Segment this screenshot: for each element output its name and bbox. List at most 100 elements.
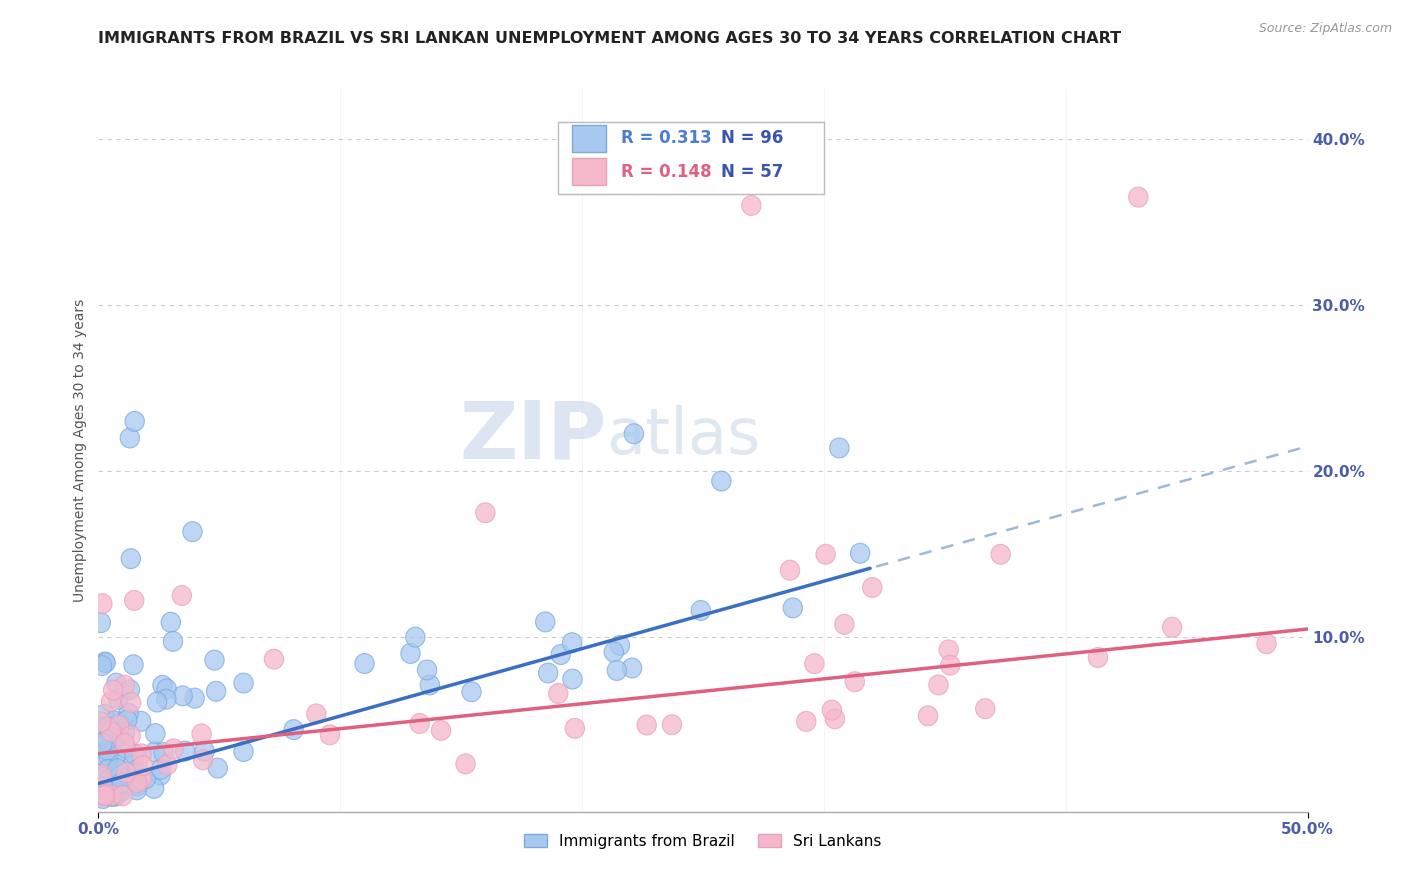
Ellipse shape bbox=[132, 769, 152, 789]
Ellipse shape bbox=[205, 650, 224, 670]
Ellipse shape bbox=[307, 704, 326, 724]
Legend: Immigrants from Brazil, Sri Lankans: Immigrants from Brazil, Sri Lankans bbox=[519, 828, 887, 855]
Ellipse shape bbox=[100, 770, 120, 789]
Ellipse shape bbox=[863, 577, 882, 598]
Ellipse shape bbox=[815, 544, 835, 565]
Ellipse shape bbox=[991, 544, 1011, 565]
Ellipse shape bbox=[111, 712, 129, 732]
Ellipse shape bbox=[104, 681, 122, 700]
Ellipse shape bbox=[321, 725, 340, 745]
Ellipse shape bbox=[157, 679, 176, 699]
Ellipse shape bbox=[456, 754, 475, 774]
Ellipse shape bbox=[128, 759, 148, 779]
Ellipse shape bbox=[918, 706, 938, 726]
Ellipse shape bbox=[121, 549, 141, 568]
Ellipse shape bbox=[96, 652, 115, 672]
Ellipse shape bbox=[115, 733, 135, 754]
Ellipse shape bbox=[783, 598, 803, 618]
Ellipse shape bbox=[105, 747, 125, 766]
Ellipse shape bbox=[91, 613, 111, 632]
Ellipse shape bbox=[101, 722, 121, 742]
Ellipse shape bbox=[610, 635, 630, 656]
Ellipse shape bbox=[145, 742, 165, 762]
Ellipse shape bbox=[797, 712, 815, 731]
Ellipse shape bbox=[110, 726, 129, 746]
Ellipse shape bbox=[127, 780, 146, 800]
Ellipse shape bbox=[93, 656, 111, 675]
Ellipse shape bbox=[112, 781, 131, 801]
Ellipse shape bbox=[128, 776, 146, 796]
Ellipse shape bbox=[418, 660, 437, 680]
Ellipse shape bbox=[711, 471, 731, 491]
Ellipse shape bbox=[851, 543, 870, 563]
Ellipse shape bbox=[156, 690, 176, 709]
Ellipse shape bbox=[823, 700, 842, 720]
Ellipse shape bbox=[97, 750, 117, 770]
Ellipse shape bbox=[825, 709, 845, 729]
Ellipse shape bbox=[93, 594, 112, 614]
Ellipse shape bbox=[115, 723, 135, 742]
Ellipse shape bbox=[207, 681, 226, 701]
Ellipse shape bbox=[536, 612, 555, 632]
Ellipse shape bbox=[91, 712, 111, 731]
Ellipse shape bbox=[1088, 648, 1108, 667]
Ellipse shape bbox=[93, 765, 111, 785]
FancyBboxPatch shape bbox=[558, 121, 824, 194]
Ellipse shape bbox=[105, 711, 124, 731]
Ellipse shape bbox=[420, 675, 440, 695]
Ellipse shape bbox=[110, 715, 128, 735]
Ellipse shape bbox=[548, 683, 568, 704]
Ellipse shape bbox=[538, 663, 558, 683]
Ellipse shape bbox=[562, 632, 582, 653]
Ellipse shape bbox=[411, 714, 429, 733]
Ellipse shape bbox=[110, 761, 129, 780]
Ellipse shape bbox=[101, 691, 121, 712]
Ellipse shape bbox=[98, 746, 118, 765]
Ellipse shape bbox=[165, 739, 183, 759]
Ellipse shape bbox=[742, 195, 761, 216]
Ellipse shape bbox=[110, 780, 129, 800]
Ellipse shape bbox=[155, 742, 173, 763]
Text: ZIP: ZIP bbox=[458, 397, 606, 475]
Ellipse shape bbox=[475, 503, 495, 523]
Ellipse shape bbox=[108, 759, 128, 779]
Ellipse shape bbox=[662, 714, 682, 735]
Ellipse shape bbox=[152, 759, 170, 780]
Ellipse shape bbox=[118, 710, 136, 730]
Ellipse shape bbox=[121, 692, 141, 713]
Ellipse shape bbox=[401, 643, 420, 664]
Ellipse shape bbox=[121, 680, 139, 699]
Ellipse shape bbox=[125, 745, 145, 764]
Ellipse shape bbox=[562, 669, 582, 689]
Ellipse shape bbox=[117, 763, 136, 782]
Ellipse shape bbox=[830, 438, 849, 458]
Ellipse shape bbox=[551, 645, 571, 665]
Ellipse shape bbox=[637, 715, 657, 735]
Ellipse shape bbox=[122, 755, 142, 775]
Ellipse shape bbox=[112, 786, 132, 805]
Ellipse shape bbox=[264, 649, 284, 669]
Ellipse shape bbox=[96, 785, 115, 805]
Ellipse shape bbox=[157, 755, 177, 775]
Ellipse shape bbox=[91, 717, 111, 737]
Ellipse shape bbox=[115, 675, 135, 695]
Ellipse shape bbox=[193, 724, 211, 744]
Ellipse shape bbox=[605, 642, 623, 662]
Ellipse shape bbox=[146, 723, 165, 744]
Ellipse shape bbox=[208, 758, 228, 778]
Text: N = 57: N = 57 bbox=[721, 162, 783, 180]
Ellipse shape bbox=[101, 785, 121, 805]
Ellipse shape bbox=[835, 615, 853, 634]
Ellipse shape bbox=[125, 591, 143, 610]
Ellipse shape bbox=[150, 765, 170, 785]
Ellipse shape bbox=[845, 672, 865, 691]
Ellipse shape bbox=[94, 705, 114, 724]
Ellipse shape bbox=[939, 640, 959, 660]
Ellipse shape bbox=[124, 655, 143, 674]
Ellipse shape bbox=[1257, 634, 1277, 654]
Ellipse shape bbox=[97, 781, 115, 801]
Ellipse shape bbox=[172, 585, 191, 606]
Ellipse shape bbox=[125, 411, 145, 432]
Ellipse shape bbox=[94, 767, 112, 788]
Ellipse shape bbox=[148, 692, 167, 712]
